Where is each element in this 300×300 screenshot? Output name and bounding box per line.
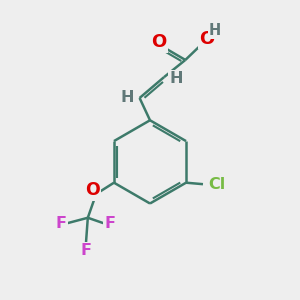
Text: O: O	[151, 33, 166, 51]
Text: H: H	[209, 23, 221, 38]
Text: H: H	[170, 71, 183, 86]
Text: F: F	[56, 216, 67, 231]
Text: O: O	[85, 182, 100, 200]
Text: F: F	[80, 243, 92, 258]
Text: F: F	[104, 216, 115, 231]
Text: H: H	[121, 90, 134, 105]
Text: Cl: Cl	[208, 177, 225, 192]
Text: O: O	[199, 29, 214, 47]
